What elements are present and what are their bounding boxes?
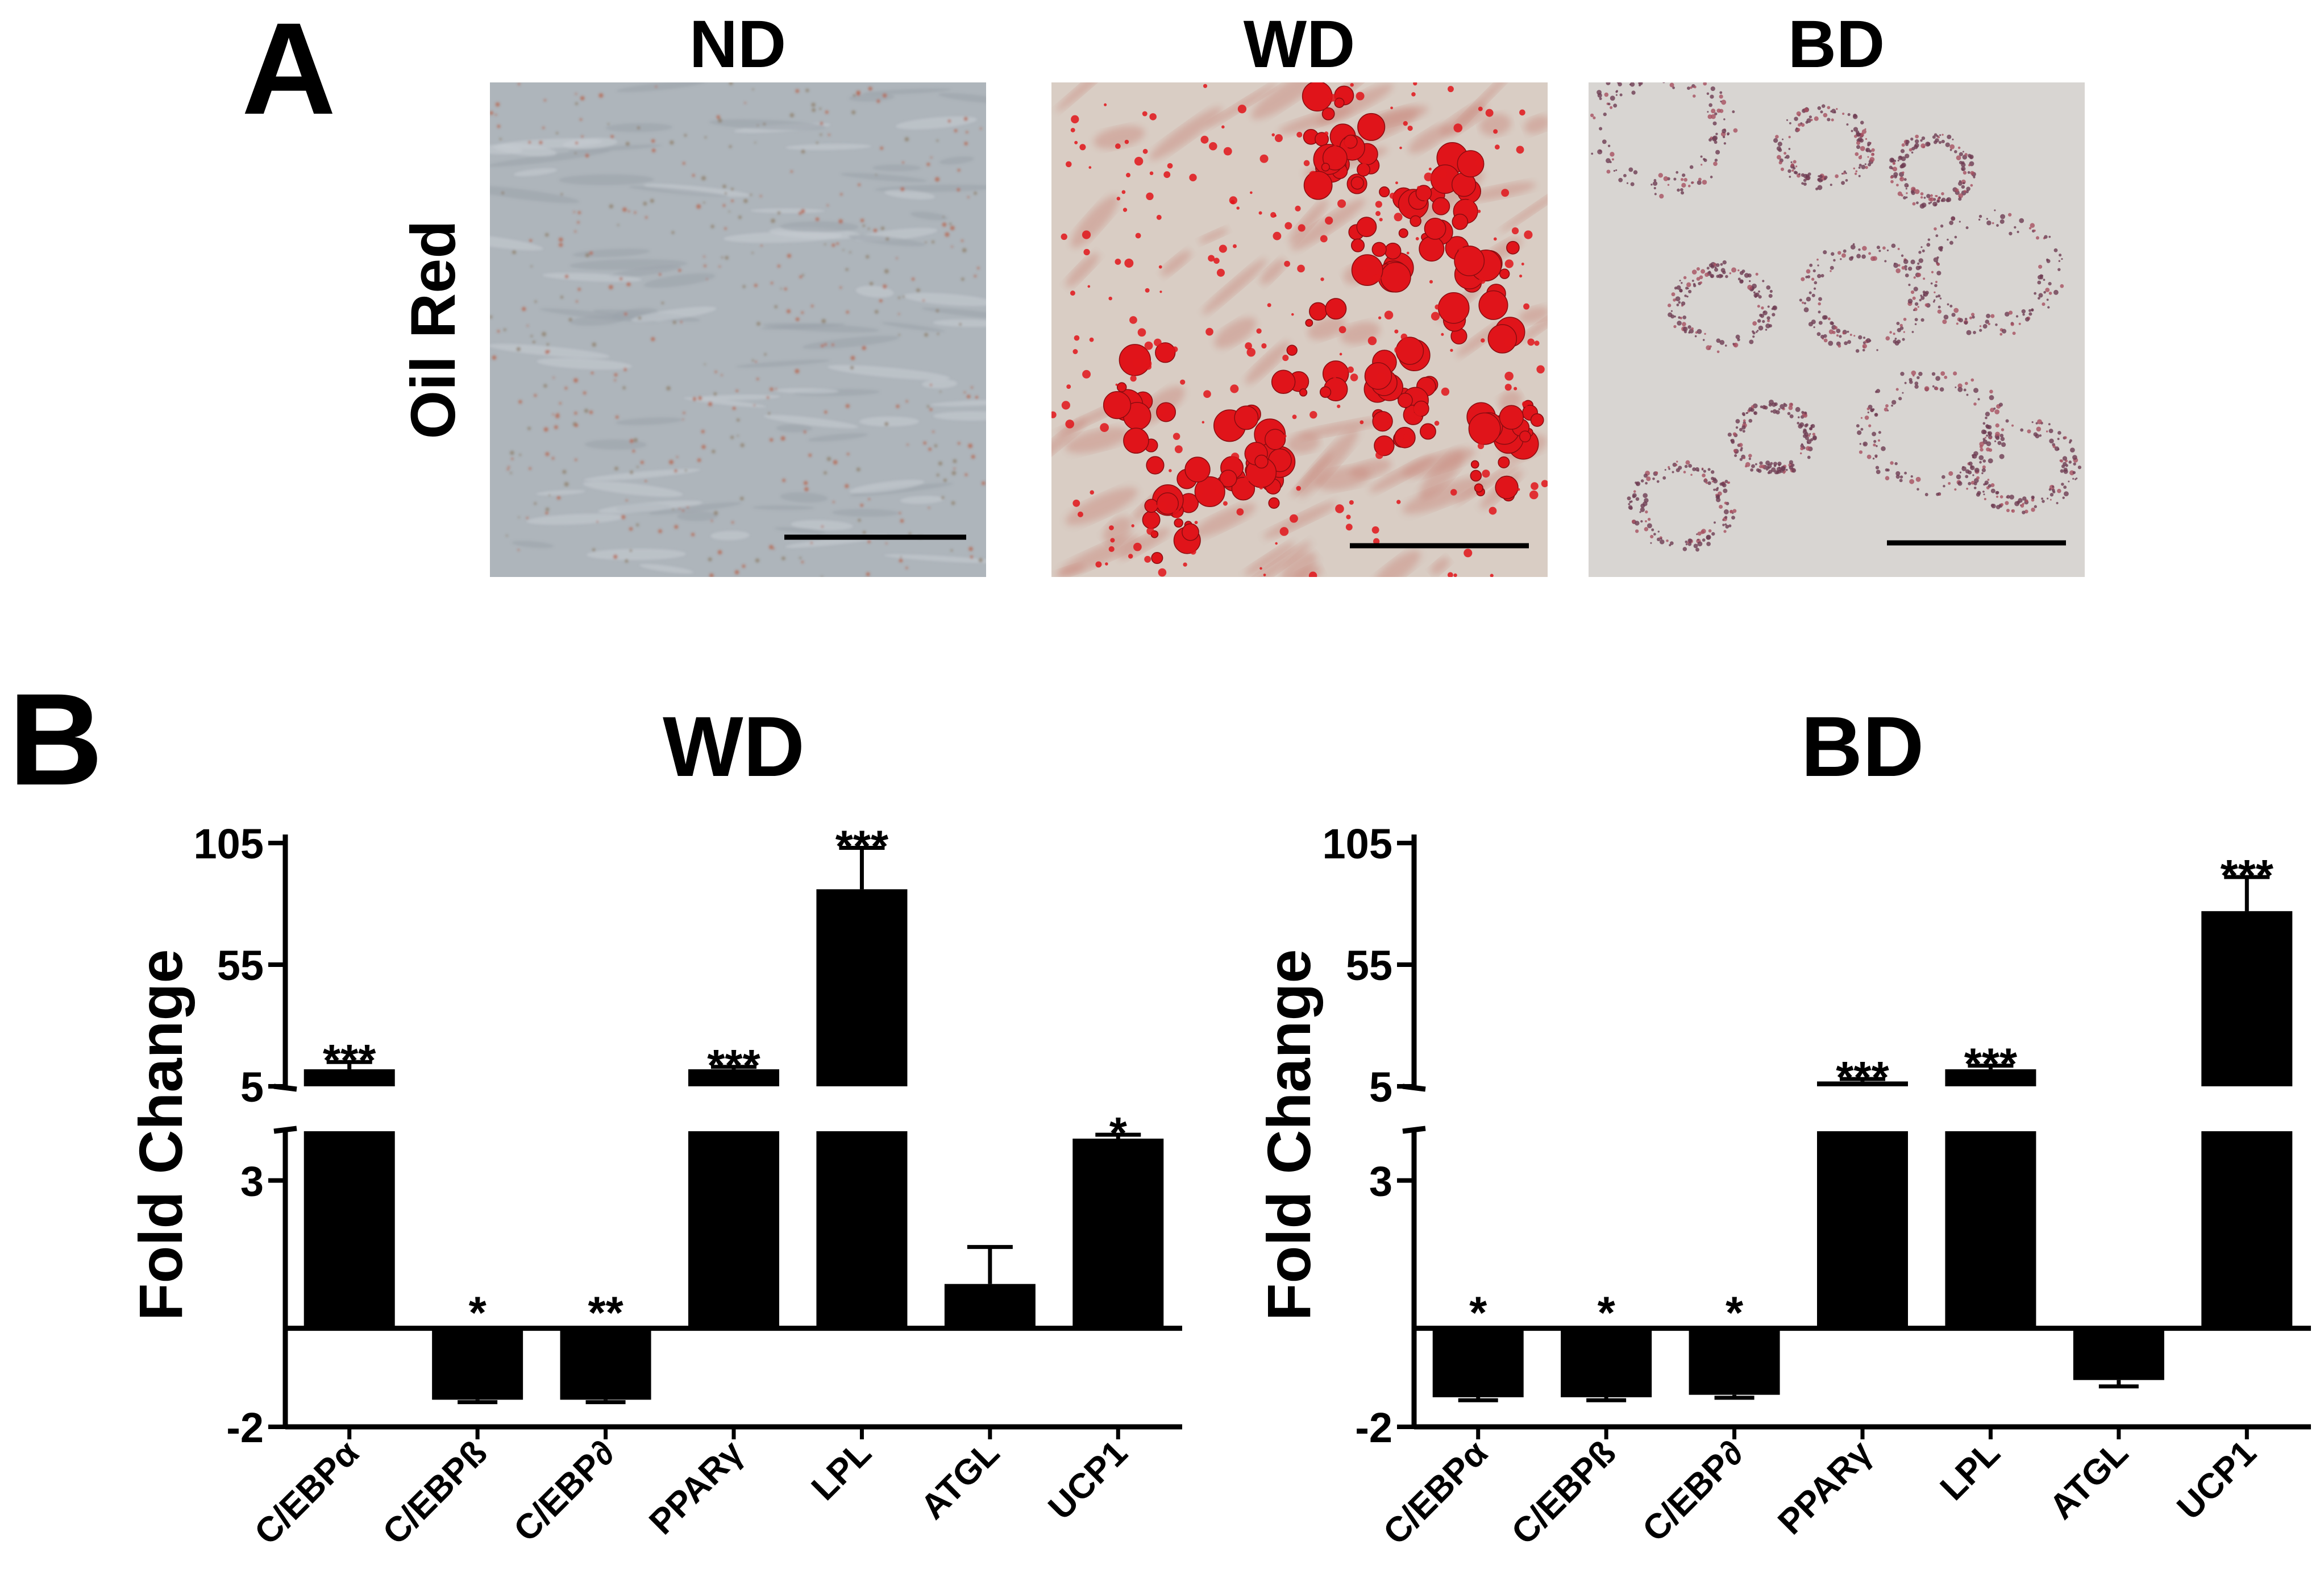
bar-group: * [1689,1288,1780,1400]
bar [560,1328,651,1400]
micrograph-bd [1589,82,2085,577]
bar [2201,1131,2293,1328]
category-label: C/EBPα [247,1433,367,1552]
category-label: LPL [1933,1433,2008,1508]
oil-red-row-label: Oil Red [398,220,468,439]
axis-break-mark [1402,1126,1426,1134]
bar [432,1328,523,1400]
micrograph-wd [1051,82,1548,577]
y-tick-label: 3 [240,1158,264,1205]
y-tick-label: 5 [240,1064,264,1111]
bar [1689,1328,1780,1395]
category-label: LPL [804,1433,879,1508]
category-label: UCP1 [2169,1433,2264,1527]
panel-a-letter: A [242,0,336,142]
bar-upper [304,1069,395,1086]
y-tick-label: 5 [1369,1064,1392,1111]
bar-group: ** [560,1288,651,1405]
bar [2073,1328,2164,1380]
y-axis-label: Fold Change [126,949,195,1321]
category-label: PPARγ [1770,1433,1880,1542]
bar-group [944,1245,1036,1328]
chart-title: WD [663,699,805,794]
y-tick-label: 3 [1369,1158,1392,1205]
bar-group: *** [1817,1052,1908,1328]
bar [816,1131,908,1328]
category-label: ATGL [2042,1433,2136,1527]
significance-label: *** [2221,850,2274,901]
bar-upper [1945,1069,2036,1086]
category-label: C/EBPß [375,1433,494,1552]
significance-label: *** [1964,1039,2018,1090]
y-tick-label: -2 [226,1404,264,1451]
bar [304,1131,395,1328]
bar [1561,1328,1652,1397]
significance-label: *** [707,1040,760,1091]
bar [944,1284,1036,1328]
micrograph-nd [490,82,986,577]
category-label: C/EBPα [1376,1433,1495,1552]
bar-group: *** [816,821,908,1328]
bar-group [2073,1328,2164,1389]
y-tick-label: -2 [1355,1404,1392,1451]
significance-label: * [1109,1108,1128,1159]
category-label: C/EBP∂ [506,1433,622,1549]
bar-upper [2201,911,2293,1086]
bar [1072,1139,1164,1328]
significance-label: *** [323,1035,376,1086]
bar-upper [816,889,908,1086]
significance-label: *** [835,821,889,872]
bar-group: * [1561,1288,1652,1402]
bar [1945,1131,2036,1328]
y-tick-label: 55 [217,942,264,989]
y-tick-label: 105 [1323,820,1392,867]
bar [688,1131,779,1328]
category-label: PPARγ [642,1433,751,1542]
category-label: C/EBP∂ [1635,1433,1751,1549]
axis-break-mark [273,1126,297,1134]
bar-group: *** [2201,850,2293,1328]
bar-group: * [1072,1108,1164,1328]
y-tick-label: 105 [194,820,264,867]
bar [1432,1328,1524,1397]
bar-group: *** [1945,1039,2036,1328]
bar-group: * [432,1288,523,1405]
column-label-bd: BD [1788,7,1885,82]
category-label: C/EBPß [1504,1433,1623,1552]
bar-upper [1817,1081,1908,1086]
category-label: UCP1 [1041,1433,1135,1527]
significance-label: *** [1836,1052,1889,1103]
y-tick-label: 55 [1346,942,1392,989]
column-label-wd: WD [1244,7,1356,82]
bar-group: *** [304,1035,395,1328]
bar-upper [688,1069,779,1086]
bar-group: *** [688,1040,779,1328]
bar-group: * [1432,1288,1524,1402]
y-axis-label: Fold Change [1254,949,1323,1321]
bar [1817,1131,1908,1328]
panel-b-letter: B [9,666,103,812]
column-label-nd: ND [689,7,786,82]
chart-title: BD [1801,699,1924,794]
category-label: ATGL [913,1433,1007,1527]
